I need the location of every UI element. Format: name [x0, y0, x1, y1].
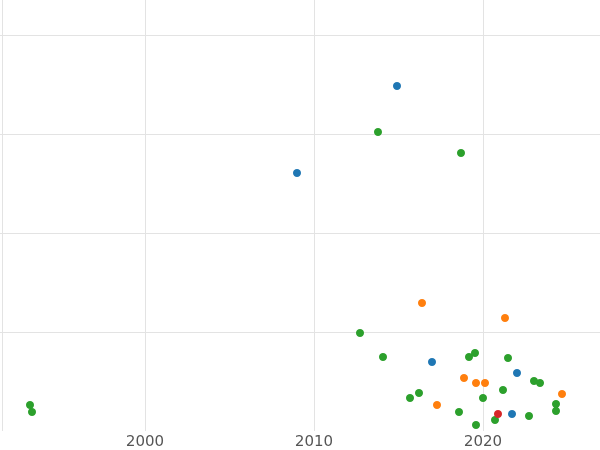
data-point-red	[494, 409, 503, 418]
data-point-orange	[460, 373, 469, 382]
y-gridline	[0, 233, 600, 234]
data-point-blue	[507, 409, 516, 418]
data-point-green	[504, 353, 513, 362]
x-tick-label: 2020	[463, 432, 503, 450]
data-point-orange	[480, 378, 489, 387]
data-point-orange	[472, 378, 481, 387]
data-point-green	[457, 149, 466, 158]
data-point-green	[472, 421, 481, 430]
data-point-green	[536, 378, 545, 387]
data-point-blue	[428, 357, 437, 366]
data-point-blue	[293, 169, 302, 178]
x-gridline	[483, 0, 484, 431]
data-point-green	[355, 328, 364, 337]
data-point-green	[414, 388, 423, 397]
data-point-green	[26, 400, 35, 409]
y-gridline	[0, 134, 600, 135]
data-point-green	[470, 348, 479, 357]
data-point-orange	[500, 313, 509, 322]
y-axis-spine	[2, 0, 3, 431]
data-point-orange	[558, 389, 567, 398]
data-point-green	[27, 407, 36, 416]
data-point-green	[374, 128, 383, 137]
data-point-blue	[392, 82, 401, 91]
data-point-orange	[418, 299, 427, 308]
data-point-green	[499, 385, 508, 394]
y-gridline	[0, 332, 600, 333]
data-point-green	[379, 352, 388, 361]
data-point-green	[551, 400, 560, 409]
plot-area	[0, 0, 600, 431]
data-point-green	[524, 411, 533, 420]
y-gridline	[0, 35, 600, 36]
data-point-green	[465, 352, 474, 361]
data-point-green	[529, 376, 538, 385]
data-point-green	[490, 415, 499, 424]
data-point-green	[551, 406, 560, 415]
x-tick-label: 2010	[294, 432, 334, 450]
data-point-orange	[433, 400, 442, 409]
x-axis: 2000 2010 2020	[0, 431, 600, 450]
x-tick-label: 2000	[125, 432, 165, 450]
data-point-green	[406, 393, 415, 402]
x-gridline	[314, 0, 315, 431]
x-gridline	[145, 0, 146, 431]
data-point-green	[479, 393, 487, 402]
data-point-green	[455, 407, 464, 416]
data-point-blue	[512, 368, 521, 377]
